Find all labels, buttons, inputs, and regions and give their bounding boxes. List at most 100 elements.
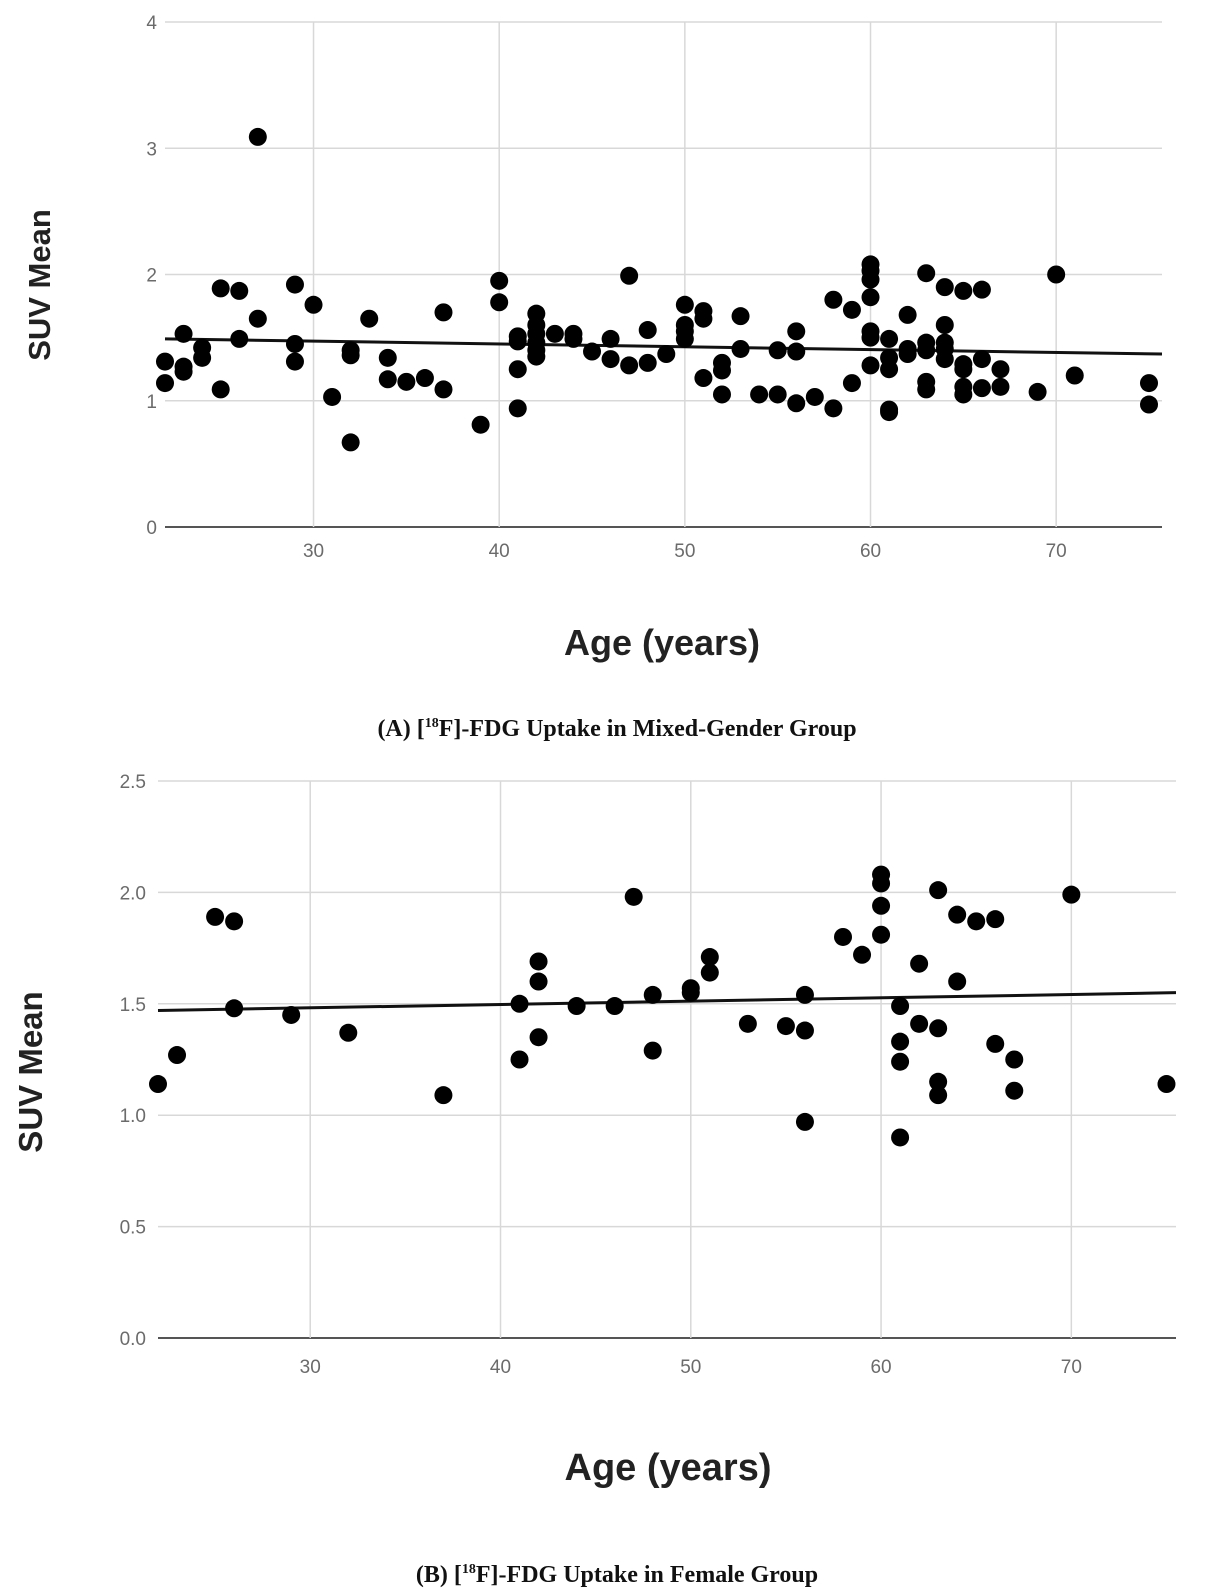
data-point	[490, 293, 509, 312]
data-point	[211, 380, 230, 399]
data-point	[471, 415, 490, 434]
data-point	[1005, 1050, 1024, 1069]
data-point	[601, 350, 620, 369]
y-tick-label: 2.5	[120, 772, 146, 793]
data-point	[174, 324, 193, 343]
data-point	[700, 948, 719, 967]
data-point	[601, 329, 620, 348]
data-point	[872, 896, 891, 915]
data-point	[787, 322, 806, 341]
data-point	[991, 360, 1010, 379]
caption-b: (B) [18F]-FDG Uptake in Female Group	[416, 1562, 818, 1588]
data-point	[282, 1005, 301, 1024]
data-point	[776, 1017, 795, 1036]
x-axis-label: Age (years)	[565, 1447, 772, 1489]
data-point	[935, 316, 954, 334]
data-point	[285, 275, 304, 294]
data-point	[861, 288, 880, 307]
data-point	[898, 345, 917, 364]
data-point	[624, 887, 643, 906]
data-point	[415, 369, 434, 388]
data-point	[1062, 885, 1081, 904]
data-point	[712, 385, 731, 404]
data-point	[917, 264, 936, 283]
data-point	[230, 329, 249, 348]
data-point	[880, 329, 899, 348]
data-point	[787, 342, 806, 361]
y-tick-label: 2.0	[120, 883, 146, 904]
data-point	[529, 972, 548, 991]
data-point	[972, 280, 991, 299]
data-point	[681, 983, 700, 1002]
y-tick-label: 0.5	[120, 1218, 146, 1239]
data-point	[935, 278, 954, 297]
y-tick-label: 1.0	[120, 1106, 146, 1127]
y-axis-label: SUV Mean	[22, 209, 57, 361]
data-point	[225, 912, 244, 931]
y-tick-label: 3	[146, 139, 157, 160]
data-point	[230, 281, 249, 300]
data-point	[954, 385, 973, 404]
data-point	[700, 963, 719, 982]
data-point	[805, 387, 824, 406]
data-point	[211, 279, 230, 298]
data-point	[508, 360, 527, 379]
data-point	[861, 356, 880, 375]
data-point	[768, 385, 787, 404]
data-point	[545, 324, 564, 343]
y-tick-label: 0	[146, 518, 157, 539]
data-point	[434, 380, 453, 399]
y-tick-label: 0.0	[120, 1329, 146, 1350]
data-point	[861, 270, 880, 289]
chart-a-mixed-gender: 0 1 2 3 4 30 40 50 60 70 Age (years) SUV Mean	[22, 13, 1163, 663]
data-point	[694, 309, 713, 328]
x-tick-label: 30	[303, 541, 324, 562]
x-tick-label: 50	[674, 541, 695, 562]
data-point	[986, 910, 1005, 929]
data-point	[954, 360, 973, 379]
x-tick-label: 60	[870, 1357, 891, 1378]
data-point	[768, 341, 787, 360]
data-point	[929, 881, 948, 900]
data-point	[1065, 366, 1084, 385]
data-point	[174, 362, 193, 381]
data-point	[1005, 1081, 1024, 1100]
data-point	[490, 271, 509, 290]
data-point	[948, 972, 967, 991]
data-point	[967, 912, 986, 931]
data-point	[929, 1072, 948, 1091]
data-point	[986, 1034, 1005, 1053]
data-point	[891, 1032, 910, 1051]
data-point	[1047, 265, 1066, 284]
data-point	[527, 347, 546, 366]
data-point	[910, 1014, 929, 1033]
data-point	[731, 307, 750, 326]
data-point	[657, 345, 676, 364]
data-point	[620, 266, 639, 285]
data-point	[880, 360, 899, 379]
data-point	[954, 281, 973, 300]
data-point	[378, 370, 397, 389]
data-point	[795, 1112, 814, 1131]
data-point	[991, 377, 1010, 396]
data-point	[341, 433, 360, 452]
y-axis-label: SUV Mean	[12, 991, 49, 1152]
x-tick-label: 40	[490, 1357, 511, 1378]
data-point	[285, 334, 304, 353]
data-point	[738, 1014, 757, 1033]
data-point	[824, 399, 843, 418]
x-tick-label: 30	[300, 1357, 321, 1378]
data-point	[149, 1075, 167, 1094]
data-point	[529, 1028, 548, 1047]
data-point	[193, 348, 212, 367]
data-point	[206, 907, 225, 926]
x-tick-label: 70	[1046, 541, 1067, 562]
data-point	[842, 374, 861, 393]
data-point	[1157, 1075, 1176, 1094]
data-point	[583, 342, 602, 361]
data-point	[510, 994, 529, 1013]
data-point	[694, 369, 713, 388]
data-point	[712, 361, 731, 380]
data-point	[872, 874, 891, 893]
